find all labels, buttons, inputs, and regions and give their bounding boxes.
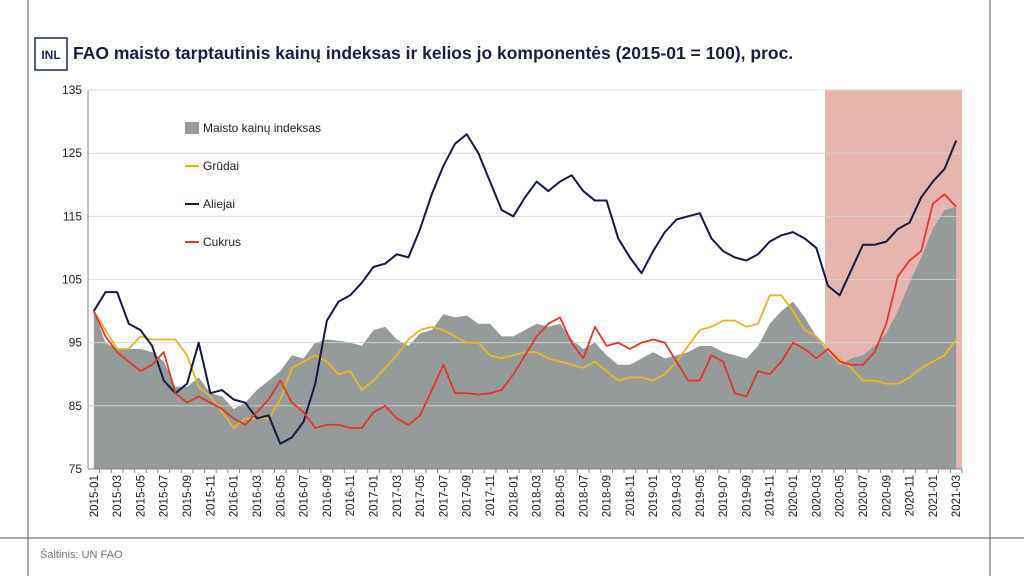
x-tick-label: 2017-07: [438, 475, 450, 517]
line: [92, 133, 958, 445]
x-tick-label: 2016-05: [275, 475, 287, 517]
legend-label: Cukrus: [203, 235, 241, 249]
line: [93, 193, 957, 429]
chart-title: FAO maisto tarptautinis kainų indeksas i…: [73, 43, 793, 63]
x-tick-label: 2016-07: [299, 475, 311, 517]
x-tick-label: 2019-05: [695, 475, 707, 517]
x-tick-label: 2016-01: [229, 475, 241, 517]
x-tick-label: 2017-01: [369, 475, 381, 517]
y-tick-label: 85: [69, 399, 83, 413]
y-tick-label: 125: [62, 146, 82, 160]
x-tick-label: 2015-01: [89, 475, 101, 517]
x-tick-label: 2018-05: [555, 475, 567, 517]
legend-label: Aliejai: [203, 197, 235, 211]
legend-swatch: [185, 122, 199, 134]
x-tick-label: 2021-01: [928, 475, 940, 517]
x-tick-label: 2016-09: [322, 475, 334, 517]
line: [93, 294, 957, 429]
y-tick-label: 75: [69, 462, 83, 476]
x-tick-label: 2020-07: [858, 475, 870, 517]
x-tick-label: 2018-07: [578, 475, 590, 517]
x-tick-label: 2020-05: [835, 475, 847, 517]
x-tick-label: 2018-01: [508, 475, 520, 517]
y-tick-label: 95: [69, 336, 83, 350]
x-tick-label: 2018-11: [625, 475, 637, 516]
legend-label: Grūdai: [203, 159, 239, 173]
x-tick-label: 2020-11: [905, 475, 917, 516]
x-tick-label: 2020-03: [811, 475, 823, 517]
x-tick-label: 2019-11: [765, 475, 777, 516]
x-tick-label: 2016-11: [345, 475, 357, 516]
x-tick-label: 2018-09: [602, 475, 614, 517]
source: Šaltinis: UN FAO: [40, 548, 123, 561]
y-tick-label: 115: [63, 209, 82, 223]
x-tick-label: 2017-09: [462, 475, 474, 517]
logo-box: [34, 37, 68, 71]
x-tick-label: 2017-03: [392, 475, 404, 517]
x-tick-label: 2018-03: [532, 475, 544, 517]
legend-label: Maisto kainų indeksas: [203, 121, 321, 135]
x-tick-label: 2015-11: [205, 475, 217, 516]
y-tick-label: 135: [62, 83, 82, 97]
x-tick-label: 2015-09: [182, 475, 194, 517]
x-tick-label: 2019-01: [648, 475, 660, 517]
x-tick-label: 2017-11: [485, 475, 497, 516]
x-tick-label: 2016-03: [252, 475, 264, 517]
x-tick-label: 2020-09: [881, 475, 893, 517]
x-tick-label: 2015-05: [135, 475, 147, 517]
x-tick-label: 2017-05: [415, 475, 427, 517]
x-tick-label: 2015-07: [159, 475, 171, 517]
x-tick-label: 2020-01: [788, 475, 800, 517]
y-tick-label: 105: [62, 273, 82, 287]
x-tick-label: 2019-03: [671, 475, 683, 517]
logo: INL: [41, 48, 60, 62]
x-tick-label: 2019-09: [741, 475, 753, 517]
x-tick-label: 2019-07: [718, 475, 730, 517]
x-tick-label: 2021-03: [951, 475, 963, 517]
x-tick-label: 2015-03: [112, 475, 124, 517]
